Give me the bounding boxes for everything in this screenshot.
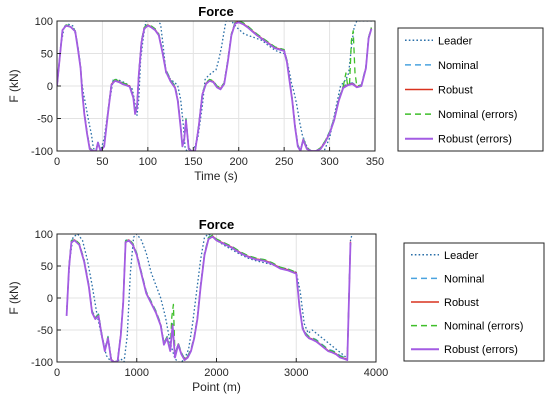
legend-label-nominal-errors: Nominal (errors) — [444, 321, 523, 333]
y-tick-label: 0 — [47, 81, 53, 93]
chart-1: 0 50 100 150 200 250 300 350 -100 -50 0 50 100 Force T… — [7, 4, 544, 183]
y-axis-label: F (kN) — [7, 69, 21, 102]
x-tick-label: 350 — [366, 156, 384, 168]
legend-label-nominal-errors: Nominal (errors) — [438, 109, 517, 121]
x-tick-label: 100 — [139, 156, 157, 168]
series-group — [65, 234, 353, 362]
legend-label-robust: Robust — [438, 85, 473, 97]
y-tick-label: -100 — [31, 146, 53, 158]
x-tick-label: 1000 — [125, 367, 149, 379]
legend: Leader Nominal Robust Nominal (errors) Robus… — [397, 27, 544, 152]
x-axis-label: Time (s) — [194, 169, 238, 183]
chart-title: Force — [198, 4, 233, 19]
series-line-leader — [65, 234, 353, 362]
legend-label-robust-errors: Robust (errors) — [438, 134, 512, 146]
x-tick-label: 250 — [275, 156, 293, 168]
y-tick-label: -50 — [37, 114, 53, 126]
y-tick-label: 0 — [47, 293, 53, 305]
x-tick-label: 0 — [54, 156, 60, 168]
x-tick-label: 2000 — [204, 367, 228, 379]
series-line-robust-errors — [65, 235, 352, 362]
x-tick-label: 150 — [184, 156, 202, 168]
x-tick-label: 300 — [320, 156, 338, 168]
y-axis-label: F (kN) — [7, 281, 21, 314]
x-axis-label: Point (m) — [192, 380, 241, 394]
x-tick-label: 3000 — [284, 367, 308, 379]
series-group — [57, 21, 374, 151]
legend-label-robust: Robust — [444, 297, 479, 309]
y-tick-label: 50 — [41, 49, 53, 61]
x-tick-label: 0 — [54, 367, 60, 379]
y-tick-label: -100 — [31, 357, 53, 369]
legend-label-nominal: Nominal — [444, 273, 484, 285]
y-tick-label: -50 — [37, 325, 53, 337]
y-tick-label: 50 — [41, 261, 53, 273]
legend-label-robust-errors: Robust (errors) — [444, 344, 518, 356]
legend-label-nominal: Nominal — [438, 60, 478, 72]
chart-2: 0 1000 2000 3000 4000 -100 -50 0 50 100 Force Point… — [7, 217, 545, 394]
series-line-robust-errors — [57, 21, 373, 151]
x-tick-label: 200 — [230, 156, 248, 168]
legend-label-leader: Leader — [438, 35, 473, 47]
legend: Leader Nominal Robust Nominal (errors) Robus… — [403, 242, 545, 362]
x-tick-label: 4000 — [364, 367, 388, 379]
y-tick-label: 100 — [35, 229, 53, 241]
y-tick-label: 100 — [35, 16, 53, 28]
legend-label-leader: Leader — [444, 250, 479, 262]
x-tick-label: 50 — [96, 156, 108, 168]
chart-title: Force — [199, 217, 234, 232]
